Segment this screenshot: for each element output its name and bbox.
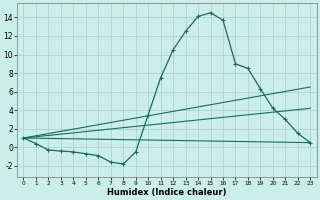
X-axis label: Humidex (Indice chaleur): Humidex (Indice chaleur) (107, 188, 227, 197)
